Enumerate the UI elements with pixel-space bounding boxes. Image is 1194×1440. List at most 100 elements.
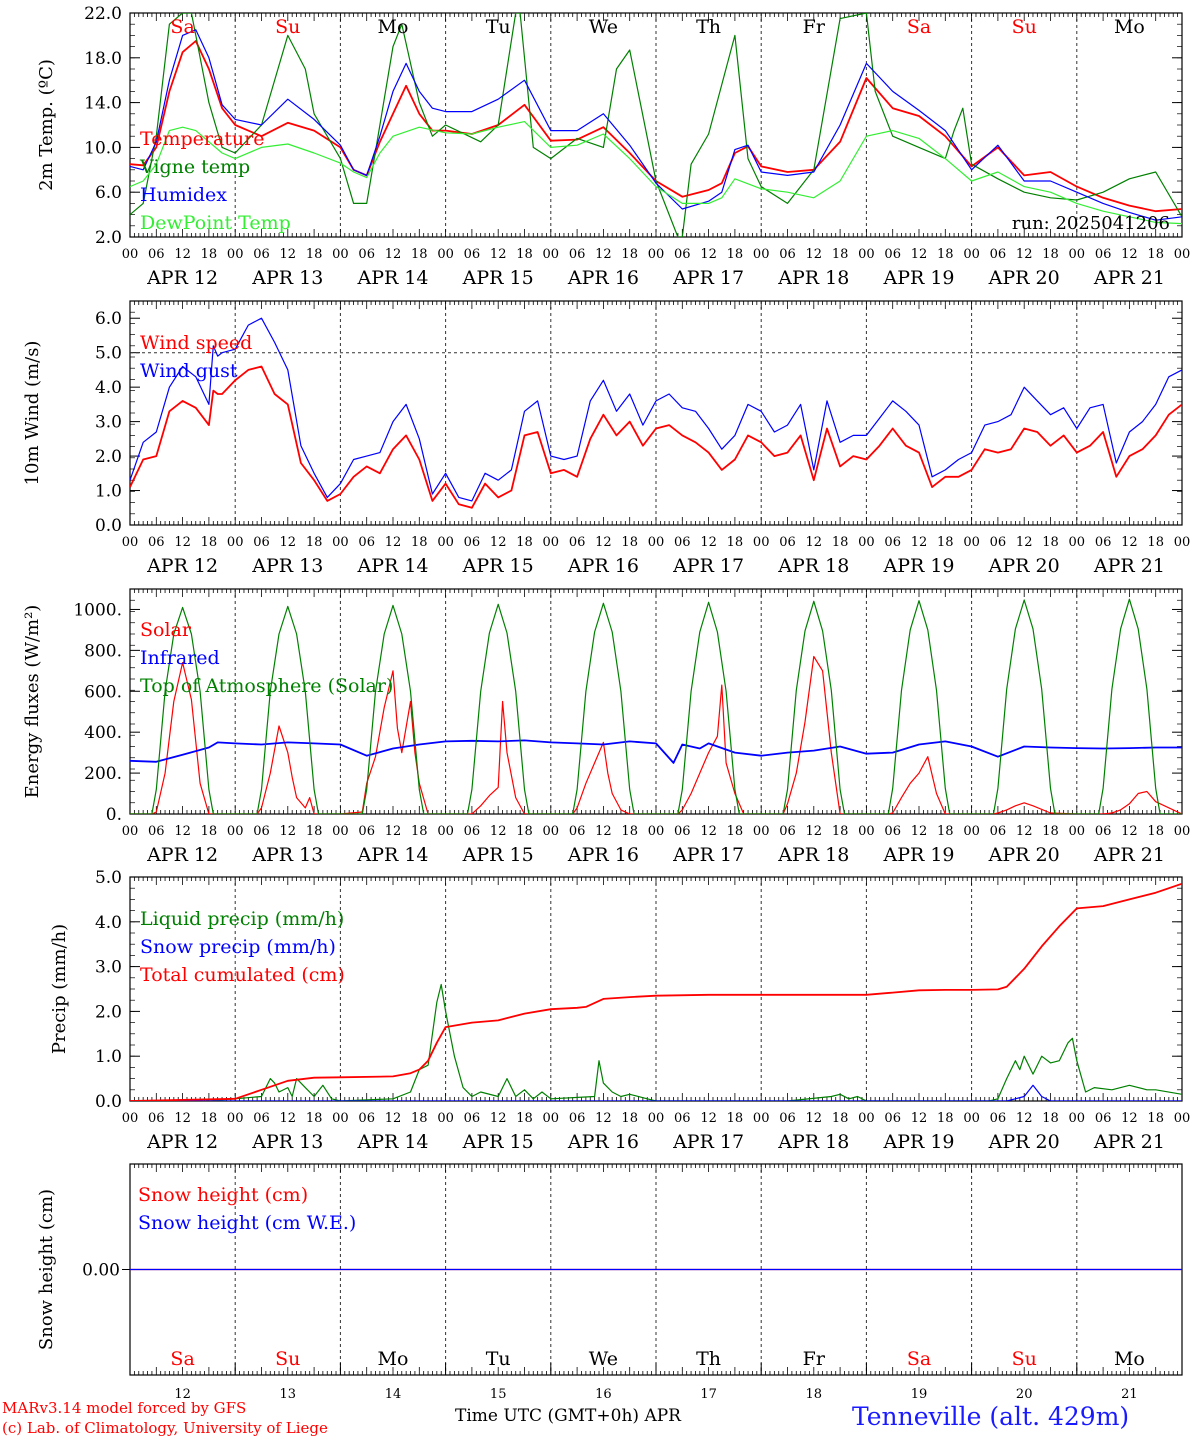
hour-label: 00 [227, 1111, 244, 1126]
hour-label: 12 [595, 535, 612, 550]
y-tick-label: 22.0 [84, 4, 122, 24]
hour-label: 18 [621, 1111, 638, 1126]
day-label: APR 15 [462, 844, 534, 866]
weekday-label: Mo [378, 1348, 409, 1370]
series-line-liquid-precip-mm-h- [130, 983, 1182, 1101]
hour-label: 12 [280, 824, 297, 839]
y-tick-label: 0.0 [95, 516, 122, 536]
hour-label: 12 [280, 247, 297, 262]
hour-label: 00 [332, 535, 349, 550]
hour-label: 12 [385, 247, 402, 262]
hour-label: 06 [148, 247, 165, 262]
hour-label: 00 [648, 535, 665, 550]
day-number: 18 [806, 1387, 823, 1402]
hour-label: 12 [490, 535, 507, 550]
copyright-credit: (c) Lab. of Climatology, University of L… [2, 1419, 328, 1437]
hour-label: 18 [1042, 824, 1059, 839]
hour-label: 00 [437, 535, 454, 550]
hour-label: 12 [911, 824, 928, 839]
hour-label: 00 [122, 247, 139, 262]
hour-label: 00 [227, 824, 244, 839]
hour-label: 18 [832, 824, 849, 839]
day-label: APR 14 [356, 267, 428, 289]
hour-label: 18 [621, 824, 638, 839]
hour-label: 00 [1069, 824, 1086, 839]
hour-label: 06 [1095, 1111, 1112, 1126]
hour-label: 18 [306, 535, 323, 550]
day-number: 20 [1016, 1387, 1033, 1402]
day-label: APR 13 [251, 1131, 323, 1153]
hour-label: 00 [648, 1111, 665, 1126]
hour-label: 06 [464, 824, 481, 839]
legend-entry: Infrared [140, 647, 220, 669]
hour-label: 12 [174, 247, 191, 262]
x-axis-title: Time UTC (GMT+0h) APR [455, 1406, 681, 1426]
station-name: Tenneville (alt. 429m) [852, 1402, 1130, 1431]
hour-label: 06 [674, 247, 691, 262]
hour-label: 06 [779, 824, 796, 839]
series-line-dewpoint-temp [130, 120, 1182, 225]
hour-label: 18 [1147, 535, 1164, 550]
hour-label: 00 [1069, 1111, 1086, 1126]
legend-entry: Temperature [140, 128, 264, 150]
weekday-label: Mo [1114, 16, 1145, 38]
hour-label: 12 [700, 535, 717, 550]
panel-temperature: 2.0 6.0 10.0 14.0 18.0 22.0 2m Temp. (ºC) Tempe… [36, 4, 1190, 289]
day-number: 15 [490, 1387, 507, 1402]
legend-entry: Vigne temp [139, 156, 250, 178]
hour-label: 00 [1174, 535, 1191, 550]
day-label: APR 18 [777, 1131, 849, 1153]
y-axis-title: 2m Temp. (ºC) [36, 59, 57, 191]
hour-label: 00 [963, 824, 980, 839]
hour-label: 12 [806, 1111, 823, 1126]
hour-label: 12 [1121, 535, 1138, 550]
y-tick-label: 1.0 [95, 1047, 122, 1067]
hour-label: 18 [832, 247, 849, 262]
legend-entry: Humidex [140, 184, 227, 206]
y-tick-label: 2.0 [95, 1002, 122, 1022]
day-label: APR 18 [777, 844, 849, 866]
day-label: APR 16 [567, 267, 639, 289]
plot-frame [129, 300, 1183, 526]
hour-label: 06 [358, 247, 375, 262]
plot-frame [129, 12, 1183, 238]
weekday-label: Su [1012, 16, 1037, 38]
hour-label: 06 [569, 535, 586, 550]
hour-label: 12 [385, 824, 402, 839]
legend-entry: Top of Atmosphere (Solar) [140, 675, 393, 697]
y-tick-label: 0.0 [95, 1092, 122, 1112]
hour-label: 12 [280, 1111, 297, 1126]
hour-label: 12 [1121, 247, 1138, 262]
y-tick-label: 0. [106, 805, 122, 825]
hour-label: 00 [437, 1111, 454, 1126]
weekday-label: Sa [170, 1348, 194, 1370]
hour-label: 00 [1174, 1111, 1191, 1126]
hour-label: 18 [516, 824, 533, 839]
hour-label: 18 [937, 1111, 954, 1126]
hour-label: 18 [727, 535, 744, 550]
panel-precip: 0.0 1.0 2.0 3.0 4.0 5.0 Precip (mm/h) Liquid pr… [49, 868, 1190, 1153]
y-tick-label: 5.0 [95, 344, 122, 364]
hour-label: 18 [201, 535, 218, 550]
hour-label: 00 [332, 824, 349, 839]
hour-label: 12 [174, 1111, 191, 1126]
hour-label: 00 [858, 824, 875, 839]
hour-label: 12 [806, 535, 823, 550]
weekday-label: Mo [378, 16, 409, 38]
day-number: 21 [1121, 1387, 1138, 1402]
hour-label: 06 [464, 1111, 481, 1126]
hour-label: 00 [543, 535, 560, 550]
legend-entry: Snow precip (mm/h) [140, 936, 336, 958]
y-tick-label: 600. [84, 682, 122, 702]
hour-label: 18 [832, 535, 849, 550]
day-label: APR 16 [567, 844, 639, 866]
y-tick-label: 0.00 [82, 1261, 120, 1281]
hour-label: 18 [1147, 247, 1164, 262]
hour-label: 06 [990, 824, 1007, 839]
hour-label: 18 [621, 535, 638, 550]
hour-label: 18 [937, 824, 954, 839]
hour-label: 18 [1042, 1111, 1059, 1126]
hour-label: 06 [464, 247, 481, 262]
hour-label: 00 [858, 535, 875, 550]
hour-label: 00 [963, 535, 980, 550]
